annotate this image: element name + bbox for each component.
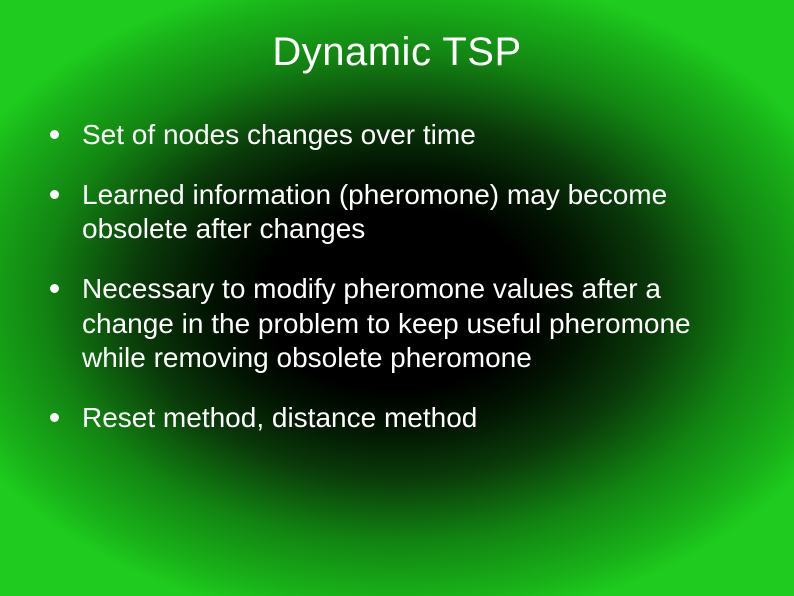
list-item: Reset method, distance method [44, 401, 750, 435]
list-item: Learned information (pheromone) may beco… [44, 178, 750, 246]
bullet-list: Set of nodes changes over time Learned i… [44, 118, 750, 435]
slide-title: Dynamic TSP [0, 30, 794, 75]
list-item: Necessary to modify pheromone values aft… [44, 272, 750, 374]
bullet-text: Set of nodes changes over time [82, 119, 476, 150]
bullet-text: Necessary to modify pheromone values aft… [82, 273, 691, 372]
bullet-text: Reset method, distance method [82, 402, 477, 433]
list-item: Set of nodes changes over time [44, 118, 750, 152]
bullet-text: Learned information (pheromone) may beco… [82, 179, 667, 244]
slide: Dynamic TSP Set of nodes changes over ti… [0, 0, 794, 596]
slide-body: Set of nodes changes over time Learned i… [44, 118, 750, 461]
